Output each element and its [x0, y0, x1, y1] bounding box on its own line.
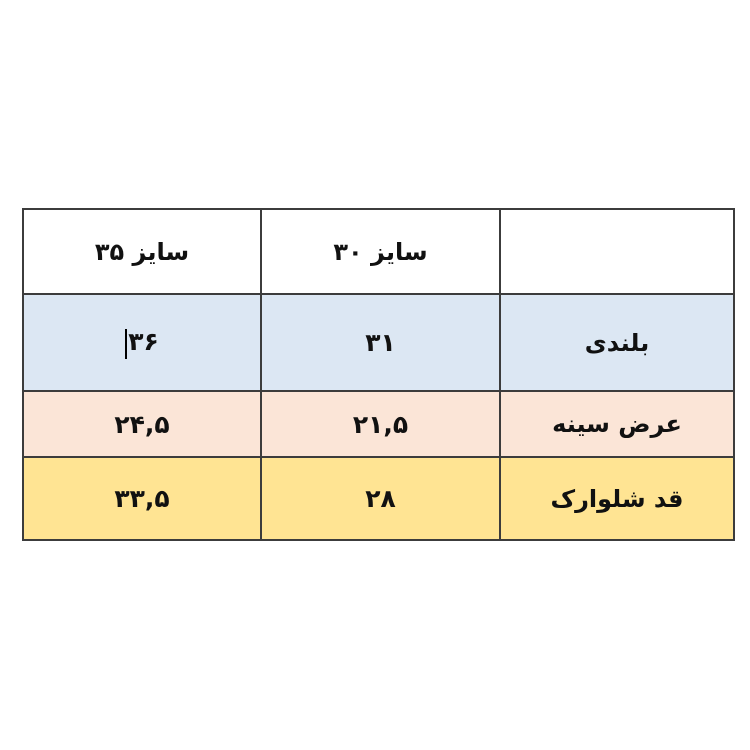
row-label-shorts-length[interactable]: قد شلوارک: [499, 456, 735, 541]
header-empty-cell: [499, 208, 735, 295]
cell-length-size30[interactable]: ۳۱: [260, 293, 501, 392]
text-cursor: [125, 328, 128, 359]
cell-chest-size35[interactable]: ۲۴,۵: [22, 390, 262, 458]
table-row-shorts-length: قد شلوارک ۲۸ ۳۳,۵: [22, 456, 735, 541]
cell-length-size35[interactable]: ۳۶: [22, 293, 262, 392]
size-chart-table: سایز ۳۰ سایز ۳۵ بلندی ۳۱ ۳۶ عرض سینه ۲۱,…: [22, 208, 735, 541]
table-row-length: بلندی ۳۱ ۳۶: [22, 293, 735, 392]
header-size-30[interactable]: سایز ۳۰: [260, 208, 501, 295]
header-row: سایز ۳۰ سایز ۳۵: [22, 208, 735, 295]
cell-shorts-size30[interactable]: ۲۸: [260, 456, 501, 541]
cell-value: ۳۶: [128, 326, 159, 356]
row-label-length[interactable]: بلندی: [499, 293, 735, 392]
table-row-chest-width: عرض سینه ۲۱,۵ ۲۴,۵: [22, 390, 735, 458]
header-size-35[interactable]: سایز ۳۵: [22, 208, 262, 295]
cell-shorts-size35[interactable]: ۳۳,۵: [22, 456, 262, 541]
row-label-chest-width[interactable]: عرض سینه: [499, 390, 735, 458]
cell-chest-size30[interactable]: ۲۱,۵: [260, 390, 501, 458]
